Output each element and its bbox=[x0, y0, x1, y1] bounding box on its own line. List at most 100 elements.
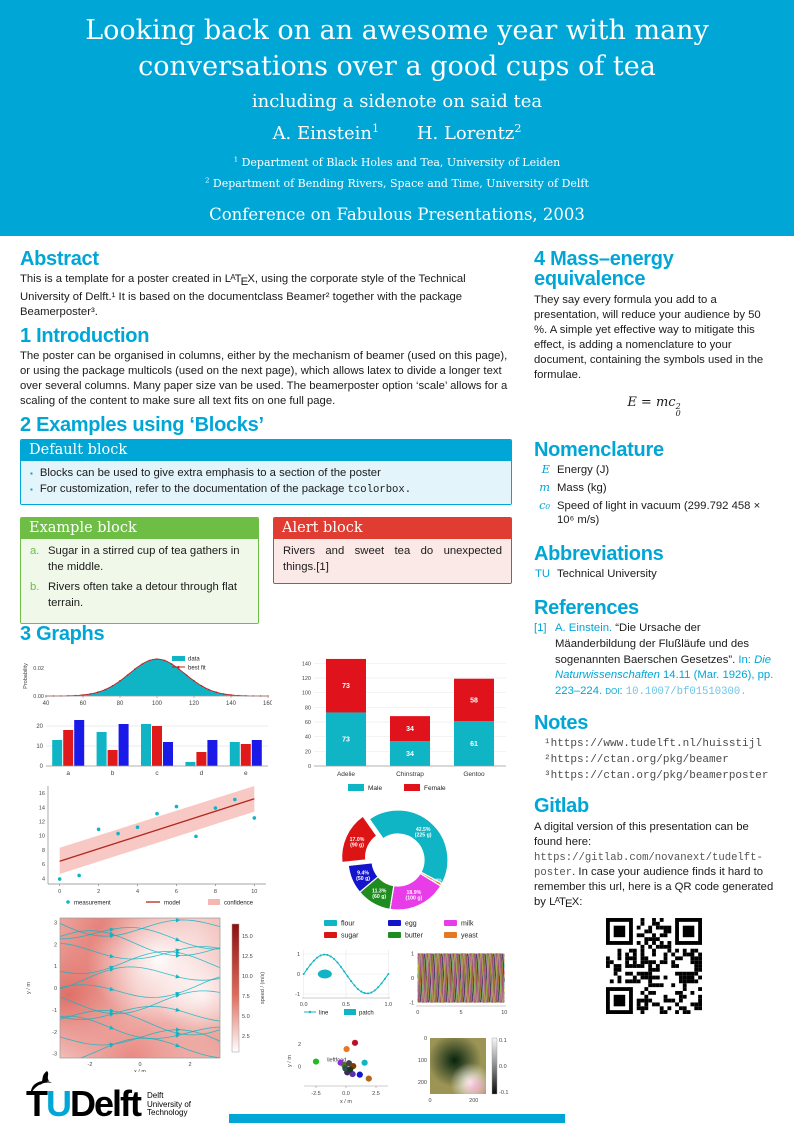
svg-text:0.00: 0.00 bbox=[33, 694, 44, 700]
svg-text:0: 0 bbox=[40, 764, 44, 770]
svg-text:patch: patch bbox=[359, 1011, 374, 1017]
svg-text:20: 20 bbox=[305, 749, 311, 755]
poster-title: Looking back on an awesome year with man… bbox=[0, 13, 794, 84]
charts-area: 40 60 80 100 120 140 160 0.00 0.02 Probability dat… bbox=[20, 648, 512, 1122]
svg-text:2: 2 bbox=[54, 942, 57, 948]
nomenclature-row: m Mass (kg) bbox=[539, 480, 607, 494]
svg-text:40: 40 bbox=[43, 701, 50, 707]
svg-text:8: 8 bbox=[42, 848, 45, 854]
svg-text:2.5: 2.5 bbox=[372, 1091, 380, 1097]
svg-text:16: 16 bbox=[39, 791, 45, 797]
svg-text:60: 60 bbox=[80, 701, 87, 707]
svg-text:0: 0 bbox=[416, 1010, 419, 1016]
nomenclature-row: E Energy (J) bbox=[541, 463, 610, 477]
svg-text:100: 100 bbox=[302, 691, 311, 697]
svg-text:y / m: y / m bbox=[287, 1055, 293, 1067]
introduction-text: The poster can be organised in columns, … bbox=[20, 350, 508, 408]
svg-text:\leftfood: \leftfood bbox=[327, 1058, 347, 1064]
svg-text:0: 0 bbox=[54, 986, 57, 992]
tudelft-logo: TUDelft Delft University of Technology bbox=[20, 1071, 274, 1123]
reference-entry: [1] A. Einstein. “Die Ursache der Mäande… bbox=[534, 621, 774, 699]
affiliation-1: 1 Department of Black Holes and Tea, Uni… bbox=[233, 155, 561, 170]
svg-text:(60 g): (60 g) bbox=[372, 894, 386, 900]
svg-text:a: a bbox=[66, 770, 70, 777]
heatmap-chart: 0 100 200 0 200 0.1 0.0 -0.1 bbox=[400, 1030, 512, 1114]
alert-block-body: Rivers and sweet tea do unexpected thing… bbox=[274, 539, 511, 584]
svg-text:Adelie: Adelie bbox=[337, 771, 355, 778]
svg-text:140: 140 bbox=[302, 661, 311, 667]
alert-block: Alert block Rivers and sweet tea do unex… bbox=[273, 517, 512, 585]
graphs-heading: 3 Graphs bbox=[20, 622, 105, 645]
svg-text:0.5: 0.5 bbox=[342, 1002, 350, 1008]
sine-patch-chart: 0.0 0.5 1.0 -1 0 1 line patch bbox=[284, 942, 396, 1026]
svg-text:5: 5 bbox=[459, 1010, 462, 1016]
example-block: Example block a. Sugar in a stirred cup o… bbox=[20, 517, 259, 624]
abbreviations-heading: Abbreviations bbox=[534, 542, 664, 565]
svg-text:34: 34 bbox=[406, 726, 414, 733]
tudelft-tu-text: TUDelft bbox=[26, 1083, 142, 1123]
svg-text:(50 g): (50 g) bbox=[356, 876, 370, 882]
svg-text:2: 2 bbox=[188, 1062, 191, 1068]
svg-text:Female: Female bbox=[424, 785, 446, 792]
author-2: H. Lorentz2 bbox=[416, 122, 522, 145]
svg-text:10: 10 bbox=[501, 1010, 507, 1016]
mass-energy-heading: 4 Mass–energy equivalence bbox=[534, 248, 674, 291]
svg-text:-0.1: -0.1 bbox=[499, 1090, 508, 1096]
example-alert-row: Example block a. Sugar in a stirred cup o… bbox=[20, 517, 512, 624]
svg-text:80: 80 bbox=[305, 705, 311, 711]
references-heading: References bbox=[534, 597, 639, 619]
example-item-b: b. Rivers often take a detour through fla… bbox=[30, 581, 238, 609]
svg-text:140: 140 bbox=[226, 701, 237, 707]
svg-text:10: 10 bbox=[36, 744, 43, 750]
svg-text:18.9%: 18.9% bbox=[407, 890, 422, 896]
svg-text:0: 0 bbox=[297, 972, 300, 978]
svg-text:b: b bbox=[111, 770, 115, 777]
example-block-body: a. Sugar in a stirred cup of tea gathers … bbox=[21, 539, 258, 623]
svg-text:6: 6 bbox=[42, 862, 45, 868]
svg-text:speed / (m/s): speed / (m/s) bbox=[260, 972, 266, 1004]
default-block: Default block ▪ Blocks can be used to giv… bbox=[20, 438, 512, 506]
svg-text:1: 1 bbox=[411, 952, 414, 958]
svg-text:(90 g): (90 g) bbox=[350, 842, 364, 848]
title-line-2: conversations over a good cups of tea bbox=[138, 50, 656, 82]
default-block-title: Default block bbox=[21, 439, 511, 461]
svg-text:0: 0 bbox=[298, 1065, 301, 1071]
svg-text:0: 0 bbox=[424, 1036, 427, 1042]
svg-text:73: 73 bbox=[342, 683, 350, 690]
svg-text:0: 0 bbox=[138, 1062, 141, 1068]
svg-text:c: c bbox=[155, 770, 159, 777]
svg-text:12.5: 12.5 bbox=[242, 954, 253, 960]
svg-text:-1: -1 bbox=[409, 1000, 414, 1006]
abbreviation-row: TU Technical University bbox=[534, 568, 657, 581]
svg-text:200: 200 bbox=[418, 1080, 427, 1086]
qr-code bbox=[606, 918, 702, 1015]
svg-text:butter: butter bbox=[405, 933, 424, 940]
note-item: ³https://ctan.org/pkg/beamerposter bbox=[544, 770, 769, 783]
default-block-item-2: ▪ For customization, refer to the documen… bbox=[30, 482, 412, 496]
svg-text:10: 10 bbox=[251, 889, 257, 895]
svg-text:egg: egg bbox=[405, 921, 417, 928]
svg-text:40: 40 bbox=[305, 735, 311, 741]
svg-text:(100 g): (100 g) bbox=[406, 896, 423, 902]
svg-text:0: 0 bbox=[308, 764, 311, 770]
title-line-1: Looking back on an awesome year with man… bbox=[85, 15, 709, 46]
svg-text:4: 4 bbox=[42, 876, 45, 882]
svg-text:80: 80 bbox=[117, 701, 124, 707]
svg-text:34: 34 bbox=[406, 751, 414, 758]
poster-subtitle: including a sidenote on said tea bbox=[251, 91, 543, 113]
footer-accent-bar bbox=[229, 1114, 565, 1123]
svg-text:12: 12 bbox=[39, 820, 45, 826]
svg-text:9.4%: 9.4% bbox=[357, 870, 369, 876]
svg-text:10: 10 bbox=[39, 834, 45, 840]
svg-text:120: 120 bbox=[189, 701, 200, 707]
bullet-icon: ▪ bbox=[30, 484, 33, 494]
svg-text:-2.5: -2.5 bbox=[311, 1091, 320, 1097]
svg-text:0: 0 bbox=[428, 1098, 431, 1104]
conference-line: Conference on Fabulous Presentations, 20… bbox=[209, 205, 585, 225]
gitlab-heading: Gitlab bbox=[534, 795, 589, 818]
svg-text:0.9%: 0.9% bbox=[432, 878, 442, 883]
svg-text:Chinstrap: Chinstrap bbox=[396, 771, 424, 778]
charts-right-stack: 0 20 40 60 80 100 120 140 73 73 Adelie 34 34 Chinstra… bbox=[284, 648, 512, 1122]
svg-text:200: 200 bbox=[469, 1098, 478, 1104]
default-block-item-1: ▪ Blocks can be used to give extra emphas… bbox=[30, 466, 502, 482]
